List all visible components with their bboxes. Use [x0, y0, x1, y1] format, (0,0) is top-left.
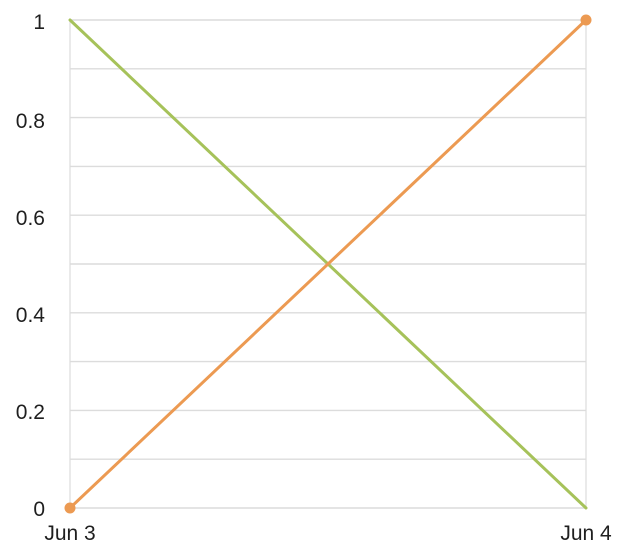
marker-layer [64, 14, 592, 514]
y-tick-label-0: 0 [33, 498, 45, 521]
y-tick-label-0.2: 0.2 [16, 401, 45, 424]
y-tick-label-0.8: 0.8 [16, 110, 45, 133]
y-axis-tick-labels: 1 0.8 0.6 0.4 0.2 0 [16, 11, 46, 521]
x-tick-label-jun-3: Jun 3 [44, 522, 95, 545]
x-axis-tick-labels: Jun 3 Jun 4 [44, 522, 612, 545]
y-tick-label-1: 1 [33, 11, 45, 34]
x-tick-label-jun-4: Jun 4 [560, 522, 612, 545]
series-line-2 [68, 18, 588, 510]
y-tick-label-0.4: 0.4 [16, 304, 46, 327]
y-tick-label-0.6: 0.6 [16, 207, 45, 230]
series-2-point-1 [580, 14, 592, 26]
series-layer [68, 18, 588, 510]
vertical-axis-lines [69, 20, 587, 508]
series-2-point-0 [64, 502, 76, 514]
